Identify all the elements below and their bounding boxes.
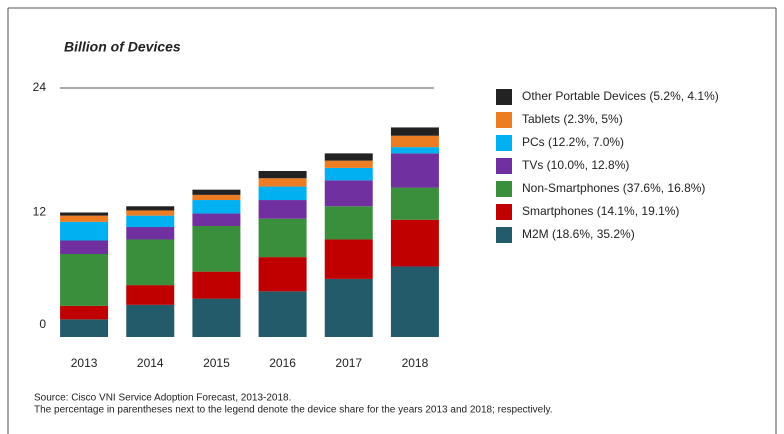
bar-segment bbox=[390, 127, 439, 136]
bar-segment bbox=[258, 291, 307, 337]
bar-segment bbox=[324, 239, 373, 279]
bar-segment bbox=[192, 298, 241, 337]
bar-segment bbox=[324, 206, 373, 240]
bar-segment bbox=[390, 266, 439, 337]
bar-segment bbox=[192, 213, 241, 226]
bar-segment bbox=[60, 305, 109, 320]
bar-segment bbox=[126, 215, 175, 228]
bar-segment bbox=[258, 178, 307, 187]
bar-segment bbox=[126, 206, 175, 211]
x-tick-label: 2016 bbox=[269, 356, 296, 370]
bar-segment bbox=[126, 304, 175, 337]
legend-swatch bbox=[496, 135, 512, 151]
bar-segment bbox=[60, 212, 109, 216]
y-tick-label: 24 bbox=[33, 80, 47, 94]
legend-swatch bbox=[496, 158, 512, 174]
bar-segment bbox=[192, 194, 241, 201]
bar-segment bbox=[192, 271, 241, 299]
x-tick-label: 2013 bbox=[71, 356, 98, 370]
y-tick-label: 12 bbox=[33, 205, 47, 219]
bar-segment bbox=[60, 215, 109, 222]
bar-segment bbox=[390, 153, 439, 188]
bar-segment bbox=[258, 257, 307, 292]
bar-segment bbox=[324, 180, 373, 207]
y-tick-label: 0 bbox=[39, 317, 46, 331]
bar-segment bbox=[324, 167, 373, 181]
bar-segment bbox=[324, 160, 373, 168]
bar-segment bbox=[324, 153, 373, 161]
bar-segment bbox=[390, 187, 439, 220]
x-tick-label: 2017 bbox=[335, 356, 362, 370]
source-note: Source: Cisco VNI Service Adoption Forec… bbox=[34, 393, 291, 404]
footnote: The percentage in parentheses next to th… bbox=[34, 405, 553, 416]
bar-segment bbox=[390, 219, 439, 267]
legend-label: Other Portable Devices (5.2%, 4.1%) bbox=[522, 89, 719, 103]
legend-label: Non-Smartphones (37.6%, 16.8%) bbox=[522, 181, 705, 195]
chart-title: Billion of Devices bbox=[64, 39, 181, 55]
bar-segment bbox=[126, 239, 175, 286]
x-tick-label: 2014 bbox=[137, 356, 164, 370]
legend-swatch bbox=[496, 112, 512, 128]
bar-segment bbox=[60, 319, 109, 337]
legend-label: Tablets (2.3%, 5%) bbox=[522, 112, 623, 126]
bar-segment bbox=[60, 221, 109, 241]
bar-segment bbox=[390, 147, 439, 154]
bar-segment bbox=[258, 218, 307, 258]
bar-segment bbox=[126, 285, 175, 305]
legend-swatch bbox=[496, 89, 512, 105]
bar-segment bbox=[258, 171, 307, 179]
legend-swatch bbox=[496, 204, 512, 220]
legend-label: TVs (10.0%, 12.8%) bbox=[522, 158, 629, 172]
legend-swatch bbox=[496, 227, 512, 243]
x-tick-label: 2015 bbox=[203, 356, 230, 370]
bar-segment bbox=[390, 135, 439, 148]
legend-swatch bbox=[496, 181, 512, 197]
legend-label: PCs (12.2%, 7.0%) bbox=[522, 135, 624, 149]
bar-segment bbox=[126, 210, 175, 216]
legend-label: Smartphones (14.1%, 19.1%) bbox=[522, 204, 679, 218]
bar-segment bbox=[258, 186, 307, 201]
bar-segment bbox=[192, 200, 241, 214]
bar-segment bbox=[60, 240, 109, 254]
bar-segment bbox=[192, 225, 241, 272]
bar-segment bbox=[258, 200, 307, 219]
bar-segment bbox=[192, 189, 241, 195]
legend-label: M2M (18.6%, 35.2%) bbox=[522, 227, 635, 241]
bar-segment bbox=[324, 278, 373, 337]
bar-segment bbox=[126, 227, 175, 240]
bar-segment bbox=[60, 254, 109, 306]
x-tick-label: 2018 bbox=[402, 356, 429, 370]
